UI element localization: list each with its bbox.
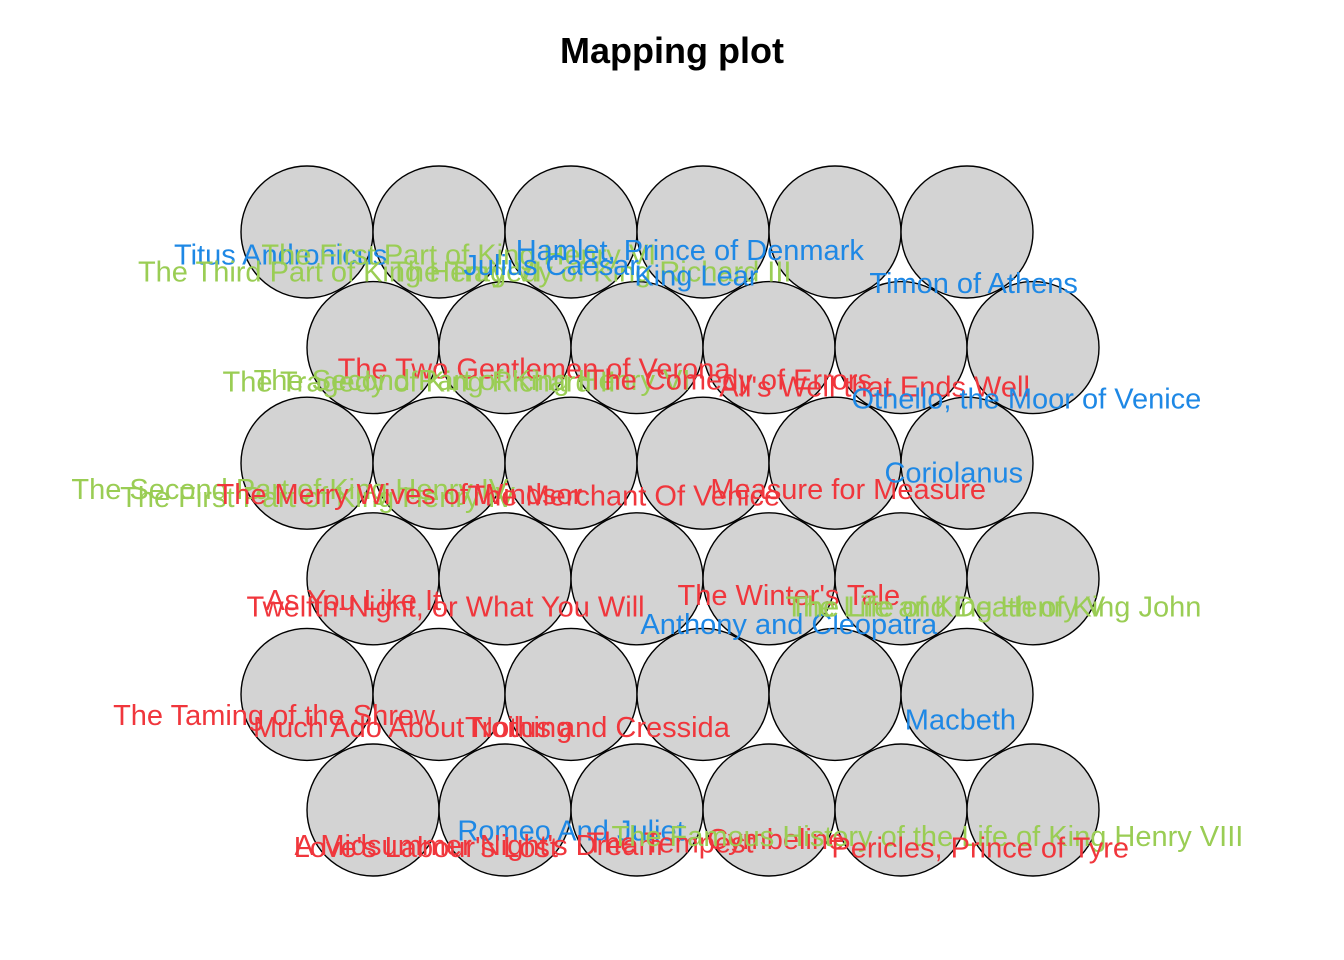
play-label: Much Ado About Nothing xyxy=(253,712,572,744)
play-label: The Winter's Tale xyxy=(678,580,901,612)
play-label: Cymbeline xyxy=(707,824,844,856)
map-cell xyxy=(900,165,1034,299)
map-cell xyxy=(966,743,1100,877)
map-cell xyxy=(900,396,1034,530)
play-label: The Merchant Of Venice xyxy=(467,481,780,513)
play-label: Timon of Athens xyxy=(869,268,1077,300)
play-label: Troilus and Cressida xyxy=(465,712,731,744)
play-label: Love's Labour's Lost xyxy=(294,832,558,864)
play-label: The Second Part of King Henry VI xyxy=(254,365,691,397)
play-label: The Merry Wives of Windsor xyxy=(217,479,583,511)
play-label: The Two Gentlemen of Verona xyxy=(338,354,732,386)
play-label: Coriolanus xyxy=(884,458,1023,490)
play-label: The Tragedy of King Richard II xyxy=(223,366,616,398)
play-label: The Taming of the Shrew xyxy=(113,700,436,732)
map-cell xyxy=(900,627,1034,762)
play-label: Anthony and Cleopatra xyxy=(640,609,938,641)
map-cell xyxy=(768,396,902,530)
play-label: A Midsummer Night's Dream xyxy=(295,830,663,862)
chart-title: Mapping plot xyxy=(560,30,784,71)
play-label: Twelfth-Night, or What You Will xyxy=(247,592,645,624)
map-cell xyxy=(438,512,572,646)
play-label: The First Part of King Henry VI xyxy=(261,240,656,272)
play-label: The Life and Death of King John xyxy=(785,592,1201,624)
play-label: Measure for Measure xyxy=(710,474,986,506)
map-cell xyxy=(966,280,1100,415)
play-label: The First Part of King Henry IV xyxy=(120,482,516,514)
map-cells xyxy=(240,165,1100,877)
play-label: Macbeth xyxy=(905,704,1016,736)
map-cell xyxy=(306,512,440,646)
map-cell xyxy=(768,627,902,762)
play-label: All's Well that Ends Well xyxy=(719,371,1030,403)
play-label: Romeo And Juliet xyxy=(457,815,684,847)
play-label: The Tempest xyxy=(586,828,753,860)
play-label: Titus Andronicus xyxy=(174,240,387,272)
play-label: Pericles, Prince of Tyre xyxy=(831,833,1129,865)
play-label: The Famous History of the Life of King H… xyxy=(611,821,1243,853)
play-label: The Life of King Henry V xyxy=(789,592,1106,624)
play-label: Othello, the Moor of Venice xyxy=(851,384,1201,416)
play-label: The Tragedy of King Richard III xyxy=(390,256,791,288)
play-label: Hamlet, Prince of Denmark xyxy=(516,235,865,267)
play-label: The Comedy of Errors xyxy=(587,365,872,397)
map-cell xyxy=(966,512,1100,646)
play-label: Julius Caesar xyxy=(463,250,639,282)
play-label: King Lear xyxy=(634,261,758,293)
play-label: The Second Part of King Henry IV xyxy=(71,474,508,506)
play-label: As You Like It xyxy=(265,585,441,617)
play-label: The Third Part of King Henry VI xyxy=(138,256,542,288)
